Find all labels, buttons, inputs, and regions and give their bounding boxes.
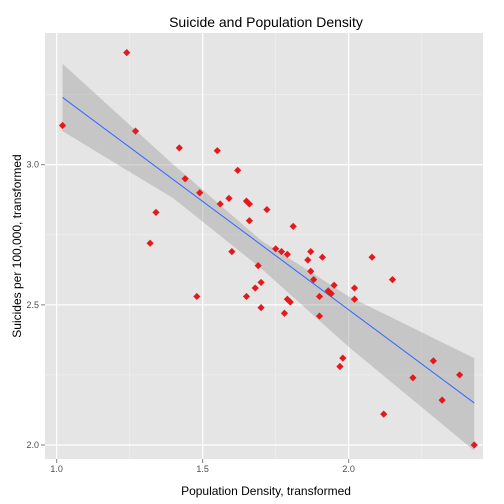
data-point — [181, 175, 189, 183]
data-point — [272, 245, 280, 253]
plot-panel — [45, 33, 483, 459]
data-point — [196, 189, 204, 197]
data-point — [257, 278, 265, 287]
data-point — [228, 248, 236, 256]
data-point — [307, 248, 315, 256]
data-point — [429, 357, 437, 365]
data-point — [58, 121, 67, 130]
data-point — [234, 166, 242, 174]
data-point — [330, 281, 338, 289]
data-point — [350, 295, 359, 303]
data-point — [307, 267, 315, 275]
data-point — [350, 284, 359, 292]
chart-title: Suicide and Population Density — [169, 14, 363, 30]
data-point — [304, 256, 312, 264]
data-point — [470, 441, 478, 449]
data-point — [245, 217, 253, 225]
data-point — [409, 374, 417, 382]
data-point — [263, 205, 271, 214]
data-point — [315, 312, 324, 320]
x-tick-label: 2.0 — [342, 464, 355, 474]
data-point — [123, 49, 131, 57]
data-point — [339, 354, 347, 362]
data-point — [315, 292, 324, 301]
data-point — [286, 298, 294, 306]
data-point — [213, 147, 221, 155]
data-point — [175, 144, 183, 152]
grid-lines — [45, 33, 483, 459]
x-axis-label: Population Density, transformed — [181, 484, 351, 498]
data-point — [277, 248, 286, 256]
y-axis-ticks: 2.0 2.5 3.0 — [26, 160, 45, 450]
data-point — [245, 200, 253, 208]
data-point — [131, 127, 140, 135]
x-axis-ticks: 1.0 1.5 2.0 — [50, 459, 355, 474]
data-point — [456, 371, 464, 379]
x-tick-label: 1.0 — [50, 464, 63, 474]
data-point — [327, 290, 335, 298]
data-point — [193, 292, 201, 301]
y-tick-label: 2.5 — [26, 300, 39, 310]
confidence-band — [62, 63, 475, 451]
data-point — [380, 410, 388, 418]
data-point — [242, 292, 251, 301]
data-point — [251, 284, 259, 292]
data-point — [336, 362, 344, 371]
data-point — [289, 222, 297, 230]
data-point — [310, 276, 318, 284]
regression-line — [62, 97, 475, 404]
data-point — [152, 208, 160, 216]
y-tick-label: 2.0 — [26, 440, 39, 450]
data-point — [368, 253, 376, 261]
data-points — [58, 49, 478, 449]
y-axis-label: Suicides per 100,000, transformed — [10, 154, 24, 337]
data-point — [280, 309, 289, 317]
x-tick-label: 1.5 — [196, 464, 209, 474]
data-point — [257, 304, 265, 312]
plot-background — [45, 33, 483, 459]
data-point — [216, 200, 224, 208]
data-point — [388, 276, 397, 284]
data-point — [283, 250, 291, 259]
data-point — [146, 239, 154, 247]
y-tick-label: 3.0 — [26, 160, 39, 170]
data-point — [318, 253, 326, 261]
data-point — [438, 396, 446, 404]
data-point — [225, 194, 233, 202]
data-point — [254, 262, 262, 270]
